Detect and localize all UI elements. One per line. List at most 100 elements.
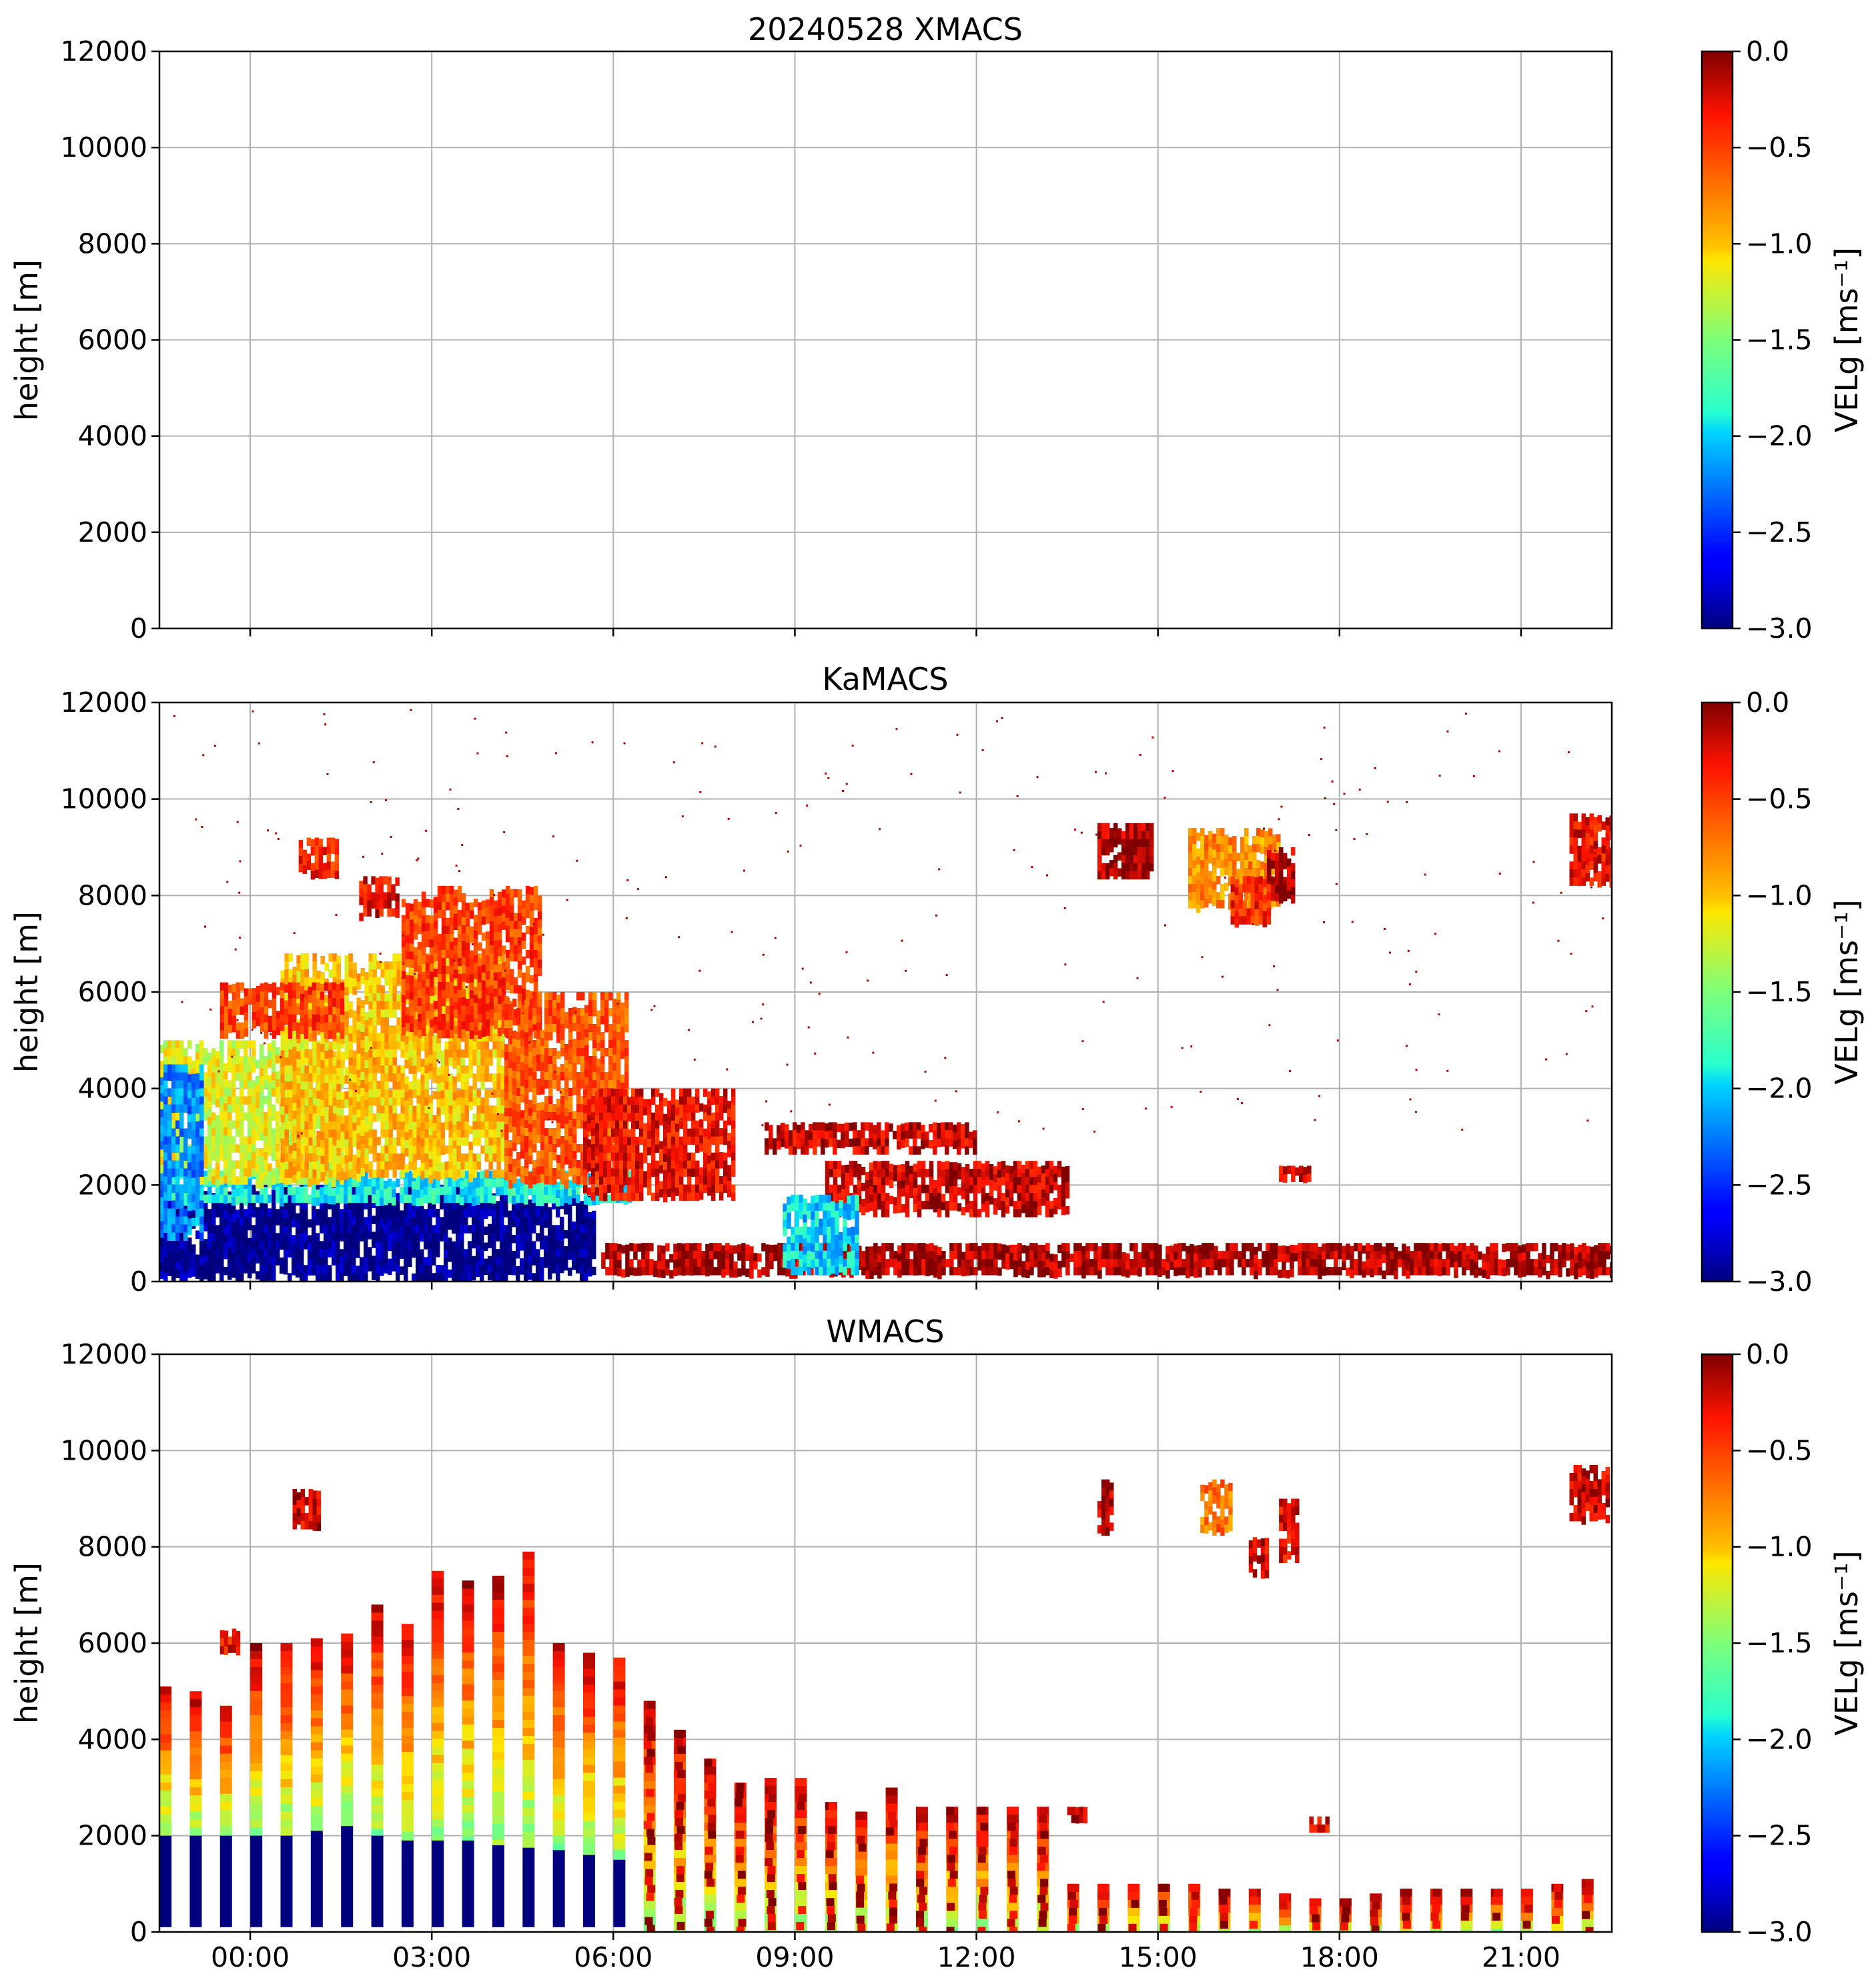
scan-stripe [1279,1893,1292,1932]
colorbar-tick-label: −0.5 [1746,131,1813,163]
scan-stripe [1521,1889,1534,1932]
panel-title: WMACS [826,1314,944,1350]
scan-stripe [1309,1898,1322,1932]
colorbar-tick-label: 0.0 [1746,35,1789,67]
scan-stripe [159,1686,172,1927]
axis-ticks: 0 2000 4000 6000 8000 10000 12000 [61,686,1522,1298]
echo-region [1569,1464,1610,1525]
scan-stripe [1006,1807,1019,1932]
scan-stripe [915,1807,928,1932]
scan-stripe [825,1802,837,1932]
scan-stripe [976,1807,989,1932]
colorbar-tick-label: −2.0 [1746,1723,1813,1755]
scan-stripe [795,1778,807,1932]
echo-region [298,837,340,880]
colorbar-tick-label: −1.0 [1746,227,1813,260]
colorbar-tick-label: −1.0 [1746,1531,1813,1563]
y-tick-label: 8000 [78,1531,147,1563]
colorbar-label: VELg [ms⁻¹] [1829,899,1865,1084]
y-axis-label: height [m] [9,911,45,1073]
y-axis-label: height [m] [9,260,45,421]
colorbar-label: VELg [ms⁻¹] [1829,247,1865,432]
y-tick-label: 0 [130,1916,147,1948]
colorbar-gradient [1701,1353,1734,1933]
grid [159,51,1612,629]
scan-stripe [1370,1893,1382,1932]
scan-stripe [855,1811,868,1932]
echo-region [765,1122,977,1155]
scan-stripe [432,1570,444,1927]
scan-stripe [1551,1883,1564,1932]
scan-stripe [1188,1883,1201,1932]
y-tick-label: 2000 [78,1820,147,1852]
x-tick-label: 09:00 [755,1941,834,1973]
echo-region [825,1161,1070,1217]
colorbar-tick-label: −1.5 [1746,976,1813,1008]
colorbar-tick-label: 0.0 [1746,686,1789,718]
y-tick-label: 2000 [78,1169,147,1201]
y-tick-label: 4000 [78,420,147,452]
scan-stripe [1037,1807,1049,1932]
scan-stripe [1218,1889,1231,1932]
x-tick-label: 15:00 [1119,1941,1198,1973]
y-tick-label: 2000 [78,516,147,548]
y-tick-label: 4000 [78,1723,147,1755]
y-tick-label: 12000 [61,686,147,718]
scan-stripe [1127,1883,1140,1932]
scan-stripe [401,1624,414,1927]
scan-stripe [1067,1883,1079,1932]
axis-ticks: 0 2000 4000 6000 8000 10000 12000 00:00 03:00 06:… [61,1338,1560,1973]
colorbar-tick-label: −2.5 [1746,1169,1813,1201]
scan-stripe [1581,1879,1594,1932]
scan-stripe [280,1643,293,1927]
echo-region [1279,1165,1312,1183]
echo-region [1200,1479,1233,1536]
scan-stripe [462,1580,474,1927]
axis-ticks: 0 2000 4000 6000 8000 10000 12000 [61,35,1522,644]
y-tick-label: 6000 [78,324,147,356]
colorbar-tick-label: −2.0 [1746,420,1813,452]
echo-region [783,1194,859,1276]
colorbar-tick-label: −1.5 [1746,1627,1813,1659]
y-tick-label: 6000 [78,1627,147,1659]
y-tick-label: 10000 [61,783,147,815]
colorbar: −3.0 −2.5 −2.0 −1.5 −1.0 −0.5 0.0 VELg [ms⁻¹] [1701,1338,1865,1948]
scan-stripe [946,1807,959,1932]
x-tick-label: 21:00 [1482,1941,1560,1973]
echo-region [1569,813,1612,888]
echo-region [1230,876,1272,928]
colorbar-tick-label: −3.0 [1746,1266,1813,1298]
scan-stripe [1460,1889,1473,1932]
echo-region [1067,1807,1088,1824]
scan-stripe [1248,1889,1261,1932]
x-tick-label: 18:00 [1300,1941,1379,1973]
echo-region [1279,1498,1300,1564]
colorbar-gradient [1701,701,1734,1283]
colorbar-tick-label: −3.0 [1746,1916,1813,1948]
scan-stripe [1339,1898,1352,1932]
scan-stripe [583,1652,596,1927]
scan-stripe [1430,1889,1442,1932]
y-tick-label: 6000 [78,976,147,1008]
colorbar-tick-label: 0.0 [1746,1338,1789,1370]
x-tick-label: 06:00 [574,1941,652,1973]
echo-region [582,1088,736,1203]
y-tick-label: 12000 [61,1338,147,1370]
colorbar-tick-label: −2.5 [1746,516,1813,548]
panel-title: KaMACS [822,661,948,697]
y-tick-label: 12000 [61,35,147,67]
scan-stripe [219,1705,232,1927]
y-tick-label: 4000 [78,1073,147,1105]
echo-region [1097,1479,1114,1536]
echo-region [159,1064,204,1241]
scan-stripe [885,1787,898,1932]
scan-stripe [765,1778,777,1932]
x-tick-label: 03:00 [392,1941,471,1973]
colorbar-tick-label: −1.5 [1746,324,1813,356]
colorbar-tick-label: −2.5 [1746,1820,1813,1852]
colorbar: −3.0 −2.5 −2.0 −1.5 −1.0 −0.5 0.0 VELg [ms⁻¹] [1701,35,1865,644]
scan-stripe [371,1604,384,1927]
echo-region [1309,1816,1330,1833]
y-tick-label: 8000 [78,879,147,911]
